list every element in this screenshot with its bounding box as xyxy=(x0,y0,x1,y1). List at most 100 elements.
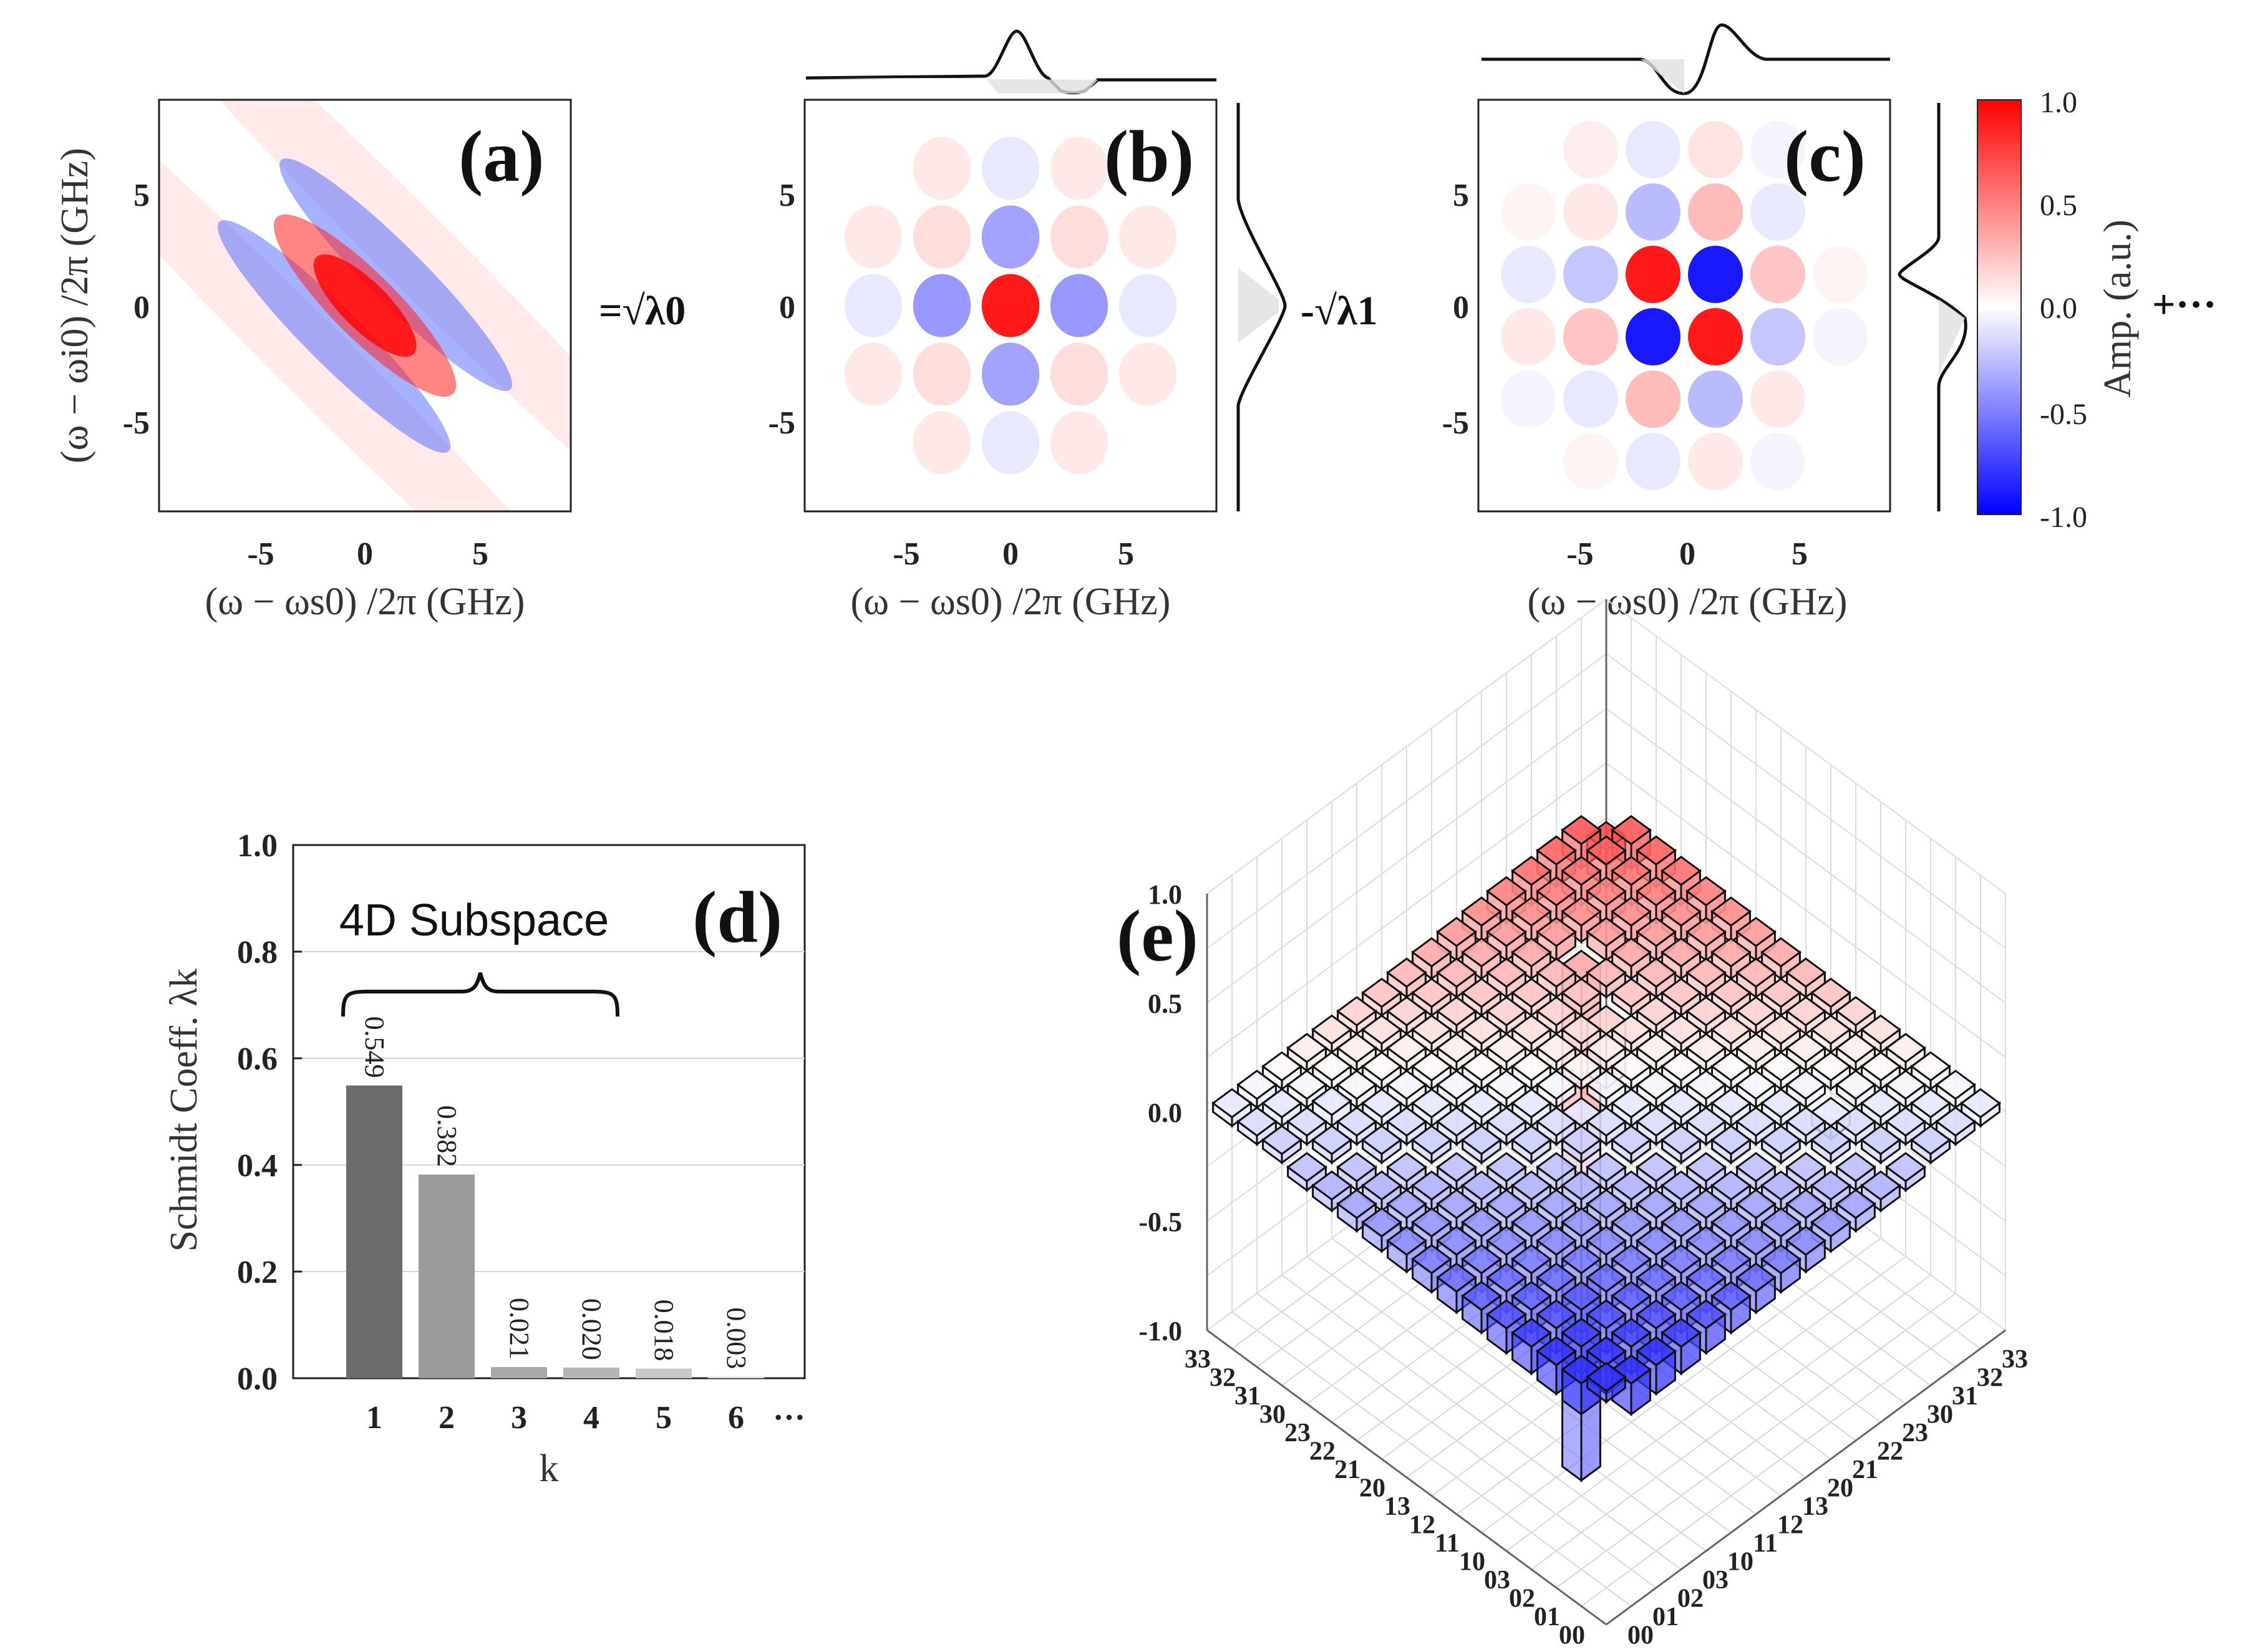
panel-e-col-label: 30 xyxy=(1927,1400,1953,1429)
minus-sqrt-lambda1: -√λ1 xyxy=(1301,288,1378,334)
panel-e-bar xyxy=(1361,1088,1402,1128)
panel-b-heat-cell xyxy=(913,411,971,475)
panel-d: 0.549 0.382 0.021 0.020 0.018 0.003 0.0 0.2 0.4… xyxy=(163,828,806,1490)
panel-e-bar xyxy=(1461,1014,1502,1055)
panel-e-wall-gridline xyxy=(1206,762,1607,1058)
panel-c-heat-cell xyxy=(1501,183,1556,241)
panel-e-wall-gridline xyxy=(1606,599,2006,894)
panel-c-heat-cell xyxy=(1688,433,1743,490)
panel-e-bar xyxy=(1785,957,1826,999)
panel-e-bar xyxy=(1411,1244,1452,1294)
panel-b-frame xyxy=(803,99,1218,513)
panel-e-bar xyxy=(1261,1124,1302,1165)
panel-c-heat-cell xyxy=(1501,121,1556,178)
panel-e-bar xyxy=(1860,1170,1901,1213)
panel-e-bar xyxy=(1636,1033,1677,1073)
panel-b-heat-cell xyxy=(913,205,971,269)
panel-e-bar xyxy=(1411,1124,1452,1165)
panel-e-row-label: 33 xyxy=(1185,1345,1211,1374)
panel-d-xtick: 4 xyxy=(583,1400,599,1436)
colorbar-tick: -1.0 xyxy=(2040,501,2087,534)
panel-b-heatmap xyxy=(805,100,1216,511)
panel-e-wall-gridline xyxy=(1606,708,2006,1003)
panel-d-bar-value-label: 0.549 xyxy=(359,1017,390,1078)
panel-a-frame xyxy=(158,99,572,513)
panel-e-bar xyxy=(1636,996,1677,1036)
panel-e-bar xyxy=(1860,1014,1901,1055)
colorbar-tick: -0.5 xyxy=(2040,398,2087,431)
panel-c-heat-cell xyxy=(1626,433,1680,490)
panel-e-bar xyxy=(1386,1033,1427,1073)
panel-e-bar xyxy=(1336,1033,1377,1073)
panel-e-row-label: 20 xyxy=(1359,1474,1385,1502)
panel-e-bar xyxy=(1611,977,1652,1018)
panel-e-bar xyxy=(1411,1170,1452,1213)
panel-e-bar xyxy=(1536,917,1577,962)
panel-e-bar xyxy=(1511,896,1552,944)
panel-e-row-label: 23 xyxy=(1284,1419,1311,1447)
panel-c-heat-cell xyxy=(1813,433,1868,490)
panel-c-marginal-right-fill xyxy=(1939,299,1965,374)
panel-c-heat-cell xyxy=(1563,246,1618,303)
panel-e-bar xyxy=(1860,1124,1901,1165)
panel-b-heat-cell xyxy=(844,205,903,269)
panel-a-xtick: -5 xyxy=(247,536,274,572)
panel-e-row-label: 10 xyxy=(1459,1547,1485,1576)
panel-e-col-label: 01 xyxy=(1652,1603,1679,1631)
panel-a-ytick: 0 xyxy=(133,290,150,326)
panel-c-heat-cell xyxy=(1626,370,1680,428)
panel-e-bar xyxy=(1710,1170,1752,1213)
panel-e-row-label: 31 xyxy=(1234,1382,1261,1411)
panel-e-bar xyxy=(1710,977,1752,1018)
panel-b-heat-cell xyxy=(913,342,971,406)
panel-b-heat-cell xyxy=(844,411,903,475)
panel-c-xtick: -5 xyxy=(1566,536,1593,572)
panel-e-bar xyxy=(1436,996,1477,1036)
panel-b-marginal-right-fill xyxy=(1238,268,1279,343)
panel-d-bar xyxy=(708,1376,764,1378)
panel-e-bar xyxy=(1810,1124,1851,1165)
panel-e-bar xyxy=(1336,1152,1377,1192)
panel-d-ytick: 0.4 xyxy=(237,1148,278,1184)
panel-e-bar xyxy=(1760,1124,1802,1165)
panel-e-wall-gridline xyxy=(1206,653,1607,949)
panel-e-bar xyxy=(1236,1106,1278,1146)
colorbar-tick: 1.0 xyxy=(2040,86,2077,119)
panel-e-col-label: 12 xyxy=(1777,1510,1803,1539)
panel-d-xlabel: k xyxy=(540,1447,559,1490)
panel-e-bar xyxy=(1511,1088,1552,1128)
panel-c-ytick: 5 xyxy=(1453,178,1469,213)
panel-d-ytick: 0.6 xyxy=(237,1041,278,1077)
panel-e-bar xyxy=(1361,1207,1402,1253)
panel-c-heat-cell xyxy=(1563,183,1618,241)
panel-c-heat-cell xyxy=(1750,121,1805,178)
panel-b-heat-cell xyxy=(1050,137,1108,200)
panel-c-marginal-top xyxy=(1482,23,1890,95)
panel-c-xlabel: (ω − ωs0) /2π (GHz) xyxy=(1528,581,1848,623)
panel-e-bar xyxy=(1785,1070,1826,1109)
panel-e-bar xyxy=(1760,1244,1802,1294)
panel-e-bar xyxy=(1760,977,1802,1018)
panel-e-bar xyxy=(1261,1088,1302,1128)
panel-d-xticks: 1 2 3 4 5 6 xyxy=(366,1400,744,1436)
panel-e-bar xyxy=(1336,1189,1377,1233)
panel-e-bar xyxy=(1760,937,1802,981)
panel-e-bar xyxy=(1486,996,1527,1036)
panel-d-ytick: 0.0 xyxy=(237,1361,278,1397)
panel-e-bar xyxy=(1685,1152,1727,1192)
panel-e-bar xyxy=(1436,1070,1477,1109)
panel-e-col-label: 22 xyxy=(1877,1437,1903,1466)
plus-ellipsis: +··· xyxy=(2152,282,2217,327)
panel-d-label: (d) xyxy=(692,876,782,958)
panel-b: (b) -5 0 5 5 0 -5 (ω − ωs0) /2π (GHz) -√… xyxy=(769,29,1378,623)
panel-e-bar xyxy=(1710,1124,1752,1165)
panel-a-heatmap xyxy=(159,100,571,511)
panel-e-bar xyxy=(1611,1124,1652,1165)
panel-d-bar-value-label: 0.021 xyxy=(504,1298,535,1360)
panel-d-xtick: 1 xyxy=(366,1400,382,1436)
panel-b-xtick: -5 xyxy=(893,536,919,572)
panel-e-ztick: 1.0 xyxy=(1148,879,1182,910)
panel-d-xtick-ellipsis: ··· xyxy=(773,1400,805,1436)
panel-e-bar xyxy=(1486,917,1527,962)
panel-e-bar xyxy=(1586,1106,1627,1146)
